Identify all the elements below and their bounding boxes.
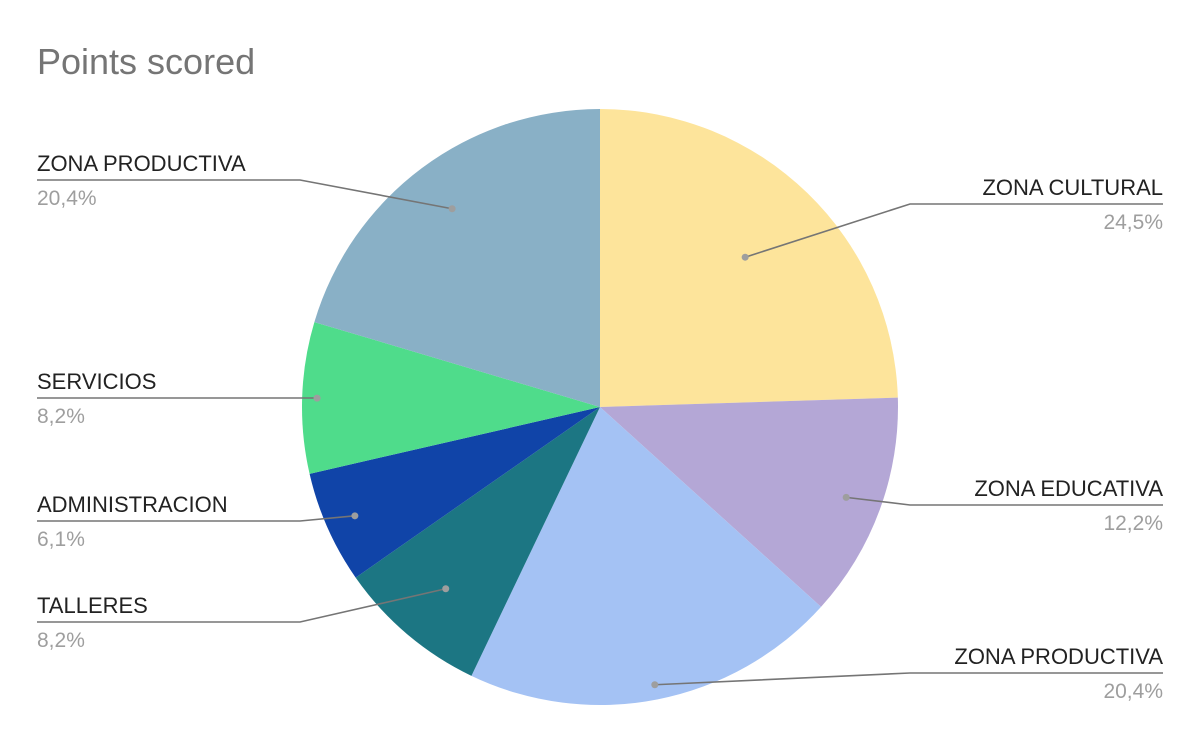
slice-labels: ZONA CULTURAL 24,5% ZONA EDUCATIVA 12,2% ZON… [37, 151, 1163, 703]
leader-line [37, 515, 355, 522]
pie-slice [471, 407, 822, 705]
leader-dot [842, 493, 850, 501]
slice-percentage: 12,2% [1103, 512, 1163, 535]
slice-label: TALLERES [37, 593, 148, 618]
pie-slice [314, 108, 600, 407]
slice-percentage: 24,5% [1103, 211, 1163, 234]
pie-slice [309, 407, 600, 578]
leader-line [846, 496, 1163, 506]
slice-label: ZONA PRODUCTIVA [37, 151, 246, 176]
slice-percentage: 8,2% [37, 405, 85, 428]
leader-line [37, 179, 453, 210]
leader-dot [442, 585, 450, 593]
slice-label: SERVICIOS [37, 369, 156, 394]
slice-percentage: 8,2% [37, 629, 85, 652]
leader-dot [351, 512, 359, 520]
leader-line [37, 587, 446, 623]
leader-dot [448, 205, 456, 213]
pie-slice [600, 397, 899, 607]
slice-percentage: 20,4% [1103, 680, 1163, 703]
pie-slice [355, 407, 600, 676]
leader-line [744, 203, 1163, 258]
slice-percentage: 6,1% [37, 528, 85, 551]
pie-slices [302, 108, 899, 705]
slice-label: ADMINISTRACION [37, 492, 228, 517]
slice-percentage: 20,4% [37, 187, 97, 210]
pie-slice [302, 322, 600, 474]
leader-dot [651, 681, 659, 689]
pie-slice [600, 109, 898, 407]
leader-line [654, 672, 1163, 686]
slice-label: ZONA CULTURAL [982, 175, 1163, 200]
slice-label: ZONA PRODUCTIVA [954, 644, 1163, 669]
leader-dot [741, 253, 749, 261]
chart-title: Points scored [37, 41, 255, 82]
leader-dot [313, 394, 321, 402]
slice-label: ZONA EDUCATIVA [974, 476, 1163, 501]
